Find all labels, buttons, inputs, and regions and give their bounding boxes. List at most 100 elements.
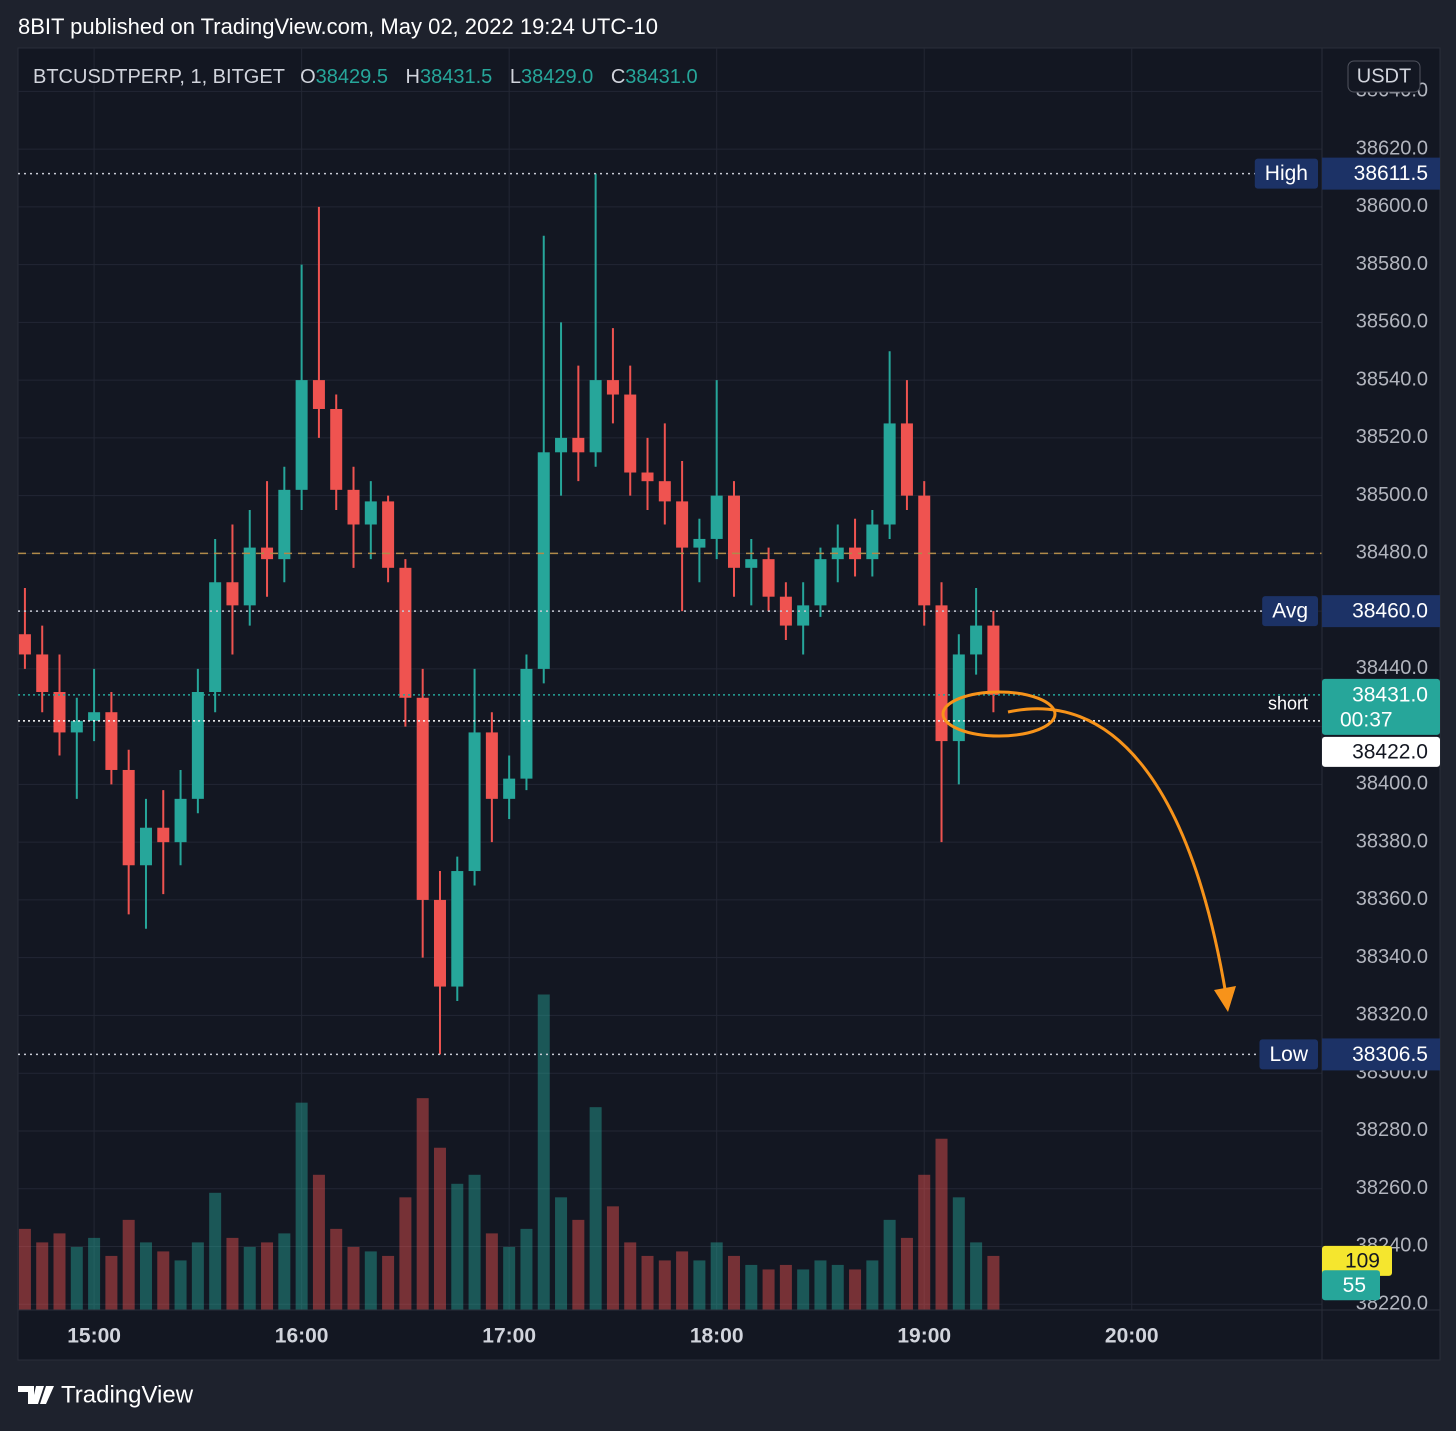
price-badge-label: 38306.5 — [1352, 1043, 1428, 1066]
candle-body — [727, 495, 740, 568]
y-tick-label: 38360.0 — [1356, 888, 1428, 910]
y-tick-label: 38320.0 — [1356, 1004, 1428, 1026]
short-badge-label: 38422.0 — [1352, 740, 1428, 763]
y-tick-label: 38580.0 — [1356, 253, 1428, 275]
annotation-arrow — [1007, 707, 1228, 996]
volume-bar — [883, 1219, 896, 1310]
price-badge-label: 38460.0 — [1352, 600, 1428, 623]
candle-body — [779, 596, 792, 626]
y-tick-label: 38280.0 — [1356, 1119, 1428, 1141]
volume-bar — [122, 1219, 135, 1310]
short-label: short — [1268, 694, 1308, 714]
y-tick-label: 38440.0 — [1356, 657, 1428, 679]
candle-body — [745, 559, 758, 568]
candle-body — [814, 559, 827, 606]
volume-bar — [416, 1098, 429, 1310]
candle-body — [676, 501, 689, 548]
annotation-ellipse — [941, 690, 1057, 738]
volume-bar — [399, 1197, 412, 1310]
candle-body — [157, 827, 170, 843]
volume-bar — [105, 1255, 118, 1310]
volume-bar — [312, 1174, 325, 1310]
candle-body — [139, 827, 152, 866]
volume-last-badge — [1322, 1270, 1380, 1301]
price-line-tag — [1262, 596, 1318, 627]
price-badge — [1322, 595, 1440, 628]
volume-bar — [243, 1246, 256, 1310]
currency-button[interactable] — [1347, 60, 1421, 93]
legend: BTCUSDTPERP, 1, BITGET O38429.5 H38431.5… — [33, 66, 698, 88]
volume-bar — [779, 1264, 792, 1310]
ohlc-key: O — [300, 66, 316, 88]
volume-bar — [295, 1102, 308, 1310]
y-tick-label: 38340.0 — [1356, 946, 1428, 968]
volume-bar — [364, 1251, 377, 1310]
candle-body — [866, 524, 879, 560]
candle-body — [278, 489, 291, 560]
candle-body — [555, 437, 568, 453]
volume-ma-badge — [1322, 1245, 1392, 1276]
volume-bar — [226, 1237, 239, 1310]
volume-bar — [900, 1237, 913, 1310]
volume-bar — [918, 1174, 931, 1310]
ohlc-key: C — [611, 66, 625, 88]
volume-bar — [745, 1264, 758, 1310]
volume-bar — [330, 1228, 343, 1310]
candle-body — [191, 691, 204, 799]
x-tick-label: 19:00 — [897, 1325, 951, 1348]
volume-bar — [18, 1228, 31, 1310]
volume-bar — [952, 1197, 965, 1310]
candle-body — [364, 501, 377, 525]
candle-body — [658, 481, 671, 502]
volume-bar — [849, 1269, 862, 1310]
volume-bar — [831, 1264, 844, 1310]
ohlc-value: 38431.5 — [420, 66, 492, 88]
candle-body — [987, 625, 1000, 695]
candle-body — [226, 582, 239, 606]
volume-bar — [970, 1242, 983, 1310]
x-tick-label: 18:00 — [690, 1325, 744, 1348]
currency-label[interactable]: USDT — [1357, 65, 1411, 87]
last-price-badge — [1322, 678, 1440, 735]
candle-body — [243, 547, 256, 606]
candle-body — [970, 625, 983, 655]
volume-bar — [520, 1228, 533, 1310]
candle-body — [589, 380, 602, 453]
volume-ma-label: 109 — [1345, 1249, 1380, 1272]
candle-body — [641, 472, 654, 482]
footer-brand: TradingView — [61, 1381, 194, 1408]
volume-bar — [382, 1255, 395, 1310]
candle-body — [693, 538, 706, 548]
volume-bar — [727, 1255, 740, 1310]
candle-body — [451, 871, 464, 987]
y-tick-label: 38500.0 — [1356, 484, 1428, 506]
price-line-tag — [1254, 158, 1318, 189]
candle-body — [295, 380, 308, 490]
y-tick-label: 38600.0 — [1356, 195, 1428, 217]
candle-body — [606, 380, 619, 395]
y-tick-label: 38540.0 — [1356, 368, 1428, 390]
ohlc-key: H — [406, 66, 420, 88]
candle-body — [503, 778, 516, 799]
logo-mark — [18, 1386, 54, 1404]
price-line-tag — [1259, 1039, 1318, 1070]
y-tick-label: 38520.0 — [1356, 426, 1428, 448]
candle-body — [710, 495, 723, 539]
volume-bar — [624, 1242, 637, 1310]
volume-bar — [485, 1233, 498, 1310]
x-tick-label: 20:00 — [1105, 1325, 1159, 1348]
volume-bar — [468, 1174, 481, 1310]
short-badge — [1322, 736, 1440, 767]
candle-body — [261, 547, 274, 560]
candle-body — [88, 712, 101, 721]
volume-bar — [88, 1237, 101, 1310]
volume-bar — [36, 1242, 49, 1310]
volume-bar — [762, 1269, 775, 1310]
volume-pane — [18, 994, 1000, 1310]
countdown-label: 00:37 — [1340, 708, 1393, 731]
x-tick-label: 15:00 — [67, 1325, 121, 1348]
candle-body — [399, 567, 412, 698]
candle-body — [330, 408, 343, 490]
annotation-arrowhead — [1214, 986, 1236, 1012]
